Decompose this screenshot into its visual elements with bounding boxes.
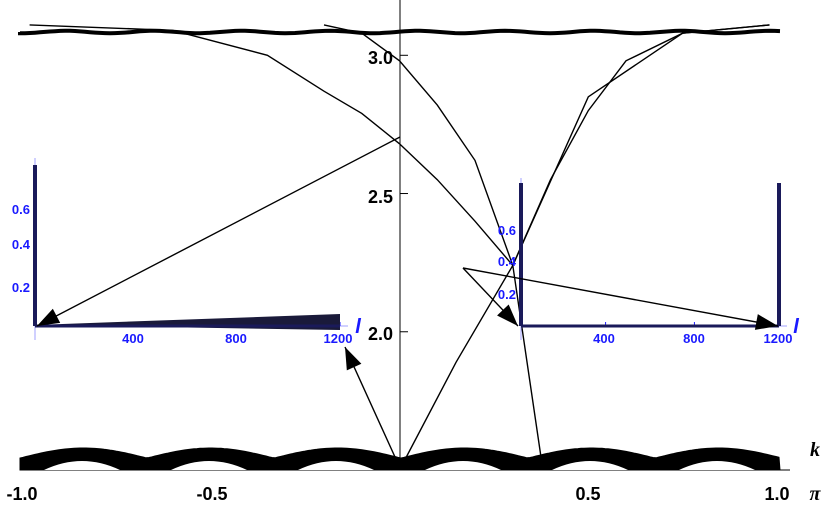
inset-right-x-tick: 400 bbox=[593, 331, 615, 346]
y-tick-label: 2.5 bbox=[368, 187, 393, 207]
y-tick-label: 2.0 bbox=[368, 324, 393, 344]
curve-series-3 bbox=[398, 263, 544, 471]
arrow-head bbox=[37, 308, 61, 326]
inset-right-y-tick: 0.2 bbox=[498, 287, 516, 302]
main-curves bbox=[29, 24, 770, 471]
arrow-head bbox=[754, 314, 778, 330]
lower-band-gap bbox=[425, 461, 501, 470]
bands bbox=[18, 28, 781, 471]
inset-right-y-tick: 0.6 bbox=[498, 223, 516, 238]
arrow-head bbox=[345, 347, 362, 371]
pointer-arrow bbox=[36, 136, 401, 327]
tick-labels: -1.0 -0.5 0.5 1.0 2.0 2.5 3.0 k π 400 80… bbox=[6, 48, 821, 505]
x-tick-label: 0.5 bbox=[575, 484, 600, 504]
lower-band-gap bbox=[679, 461, 755, 470]
inset-left-x-tick: 1200 bbox=[324, 331, 353, 346]
inset-left-x-tick: 400 bbox=[122, 331, 144, 346]
main-axes bbox=[20, 0, 790, 471]
x-axis-label-numerator: k bbox=[810, 439, 820, 461]
inset-left-x-label: l bbox=[355, 316, 361, 338]
pointer-arrow bbox=[344, 346, 401, 469]
inset-left bbox=[33, 158, 348, 340]
x-tick-label: -0.5 bbox=[196, 484, 227, 504]
x-tick-label: -1.0 bbox=[6, 484, 37, 504]
x-tick-label: 1.0 bbox=[764, 484, 789, 504]
inset-left-x-tick: 800 bbox=[225, 331, 247, 346]
inset-right-x-tick: 1200 bbox=[764, 331, 793, 346]
inset-right bbox=[519, 178, 787, 340]
lower-band-gap bbox=[298, 461, 374, 470]
x-axis-label-denominator: π bbox=[810, 483, 822, 505]
inset-spike bbox=[519, 183, 523, 326]
pointer-arrow bbox=[462, 267, 779, 327]
inset-spike bbox=[33, 165, 37, 326]
inset-right-y-tick: 0.4 bbox=[498, 254, 517, 269]
upper-band bbox=[18, 28, 781, 36]
inset-band bbox=[35, 314, 340, 330]
inset-left-y-tick: 0.4 bbox=[12, 237, 31, 252]
inset-right-x-tick: 800 bbox=[683, 331, 705, 346]
lower-band-gap bbox=[44, 461, 120, 470]
arrows bbox=[36, 136, 779, 469]
curve-series-1 bbox=[29, 24, 770, 267]
inset-left-y-tick: 0.6 bbox=[12, 202, 30, 217]
inset-spike bbox=[777, 183, 781, 326]
inset-right-x-label: l bbox=[793, 316, 799, 338]
lower-band-gap bbox=[552, 461, 628, 470]
inset-left-y-tick: 0.2 bbox=[12, 280, 30, 295]
arrow-head bbox=[497, 304, 518, 326]
y-tick-label: 3.0 bbox=[368, 48, 393, 68]
lower-band-gap bbox=[171, 461, 247, 470]
